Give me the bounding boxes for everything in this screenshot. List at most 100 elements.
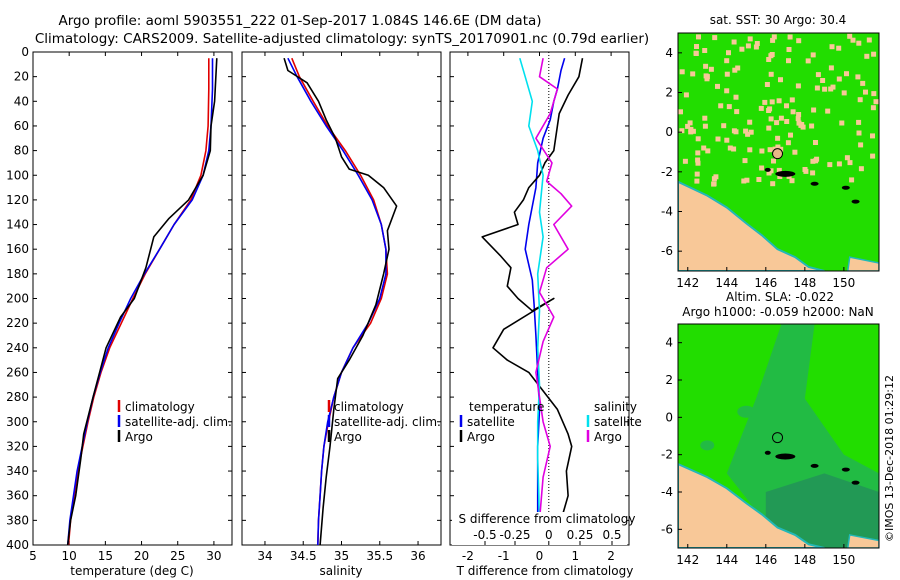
x-tick-label: 0 — [536, 549, 544, 563]
missing-data-cell — [849, 177, 855, 183]
missing-data-cell — [820, 78, 826, 83]
missing-data-cell — [864, 53, 870, 59]
depth-tick-label: 0 — [21, 45, 29, 59]
salinity-x-axis: 34 34.5 35 35.5 36 — [257, 52, 426, 563]
island — [810, 181, 819, 186]
missing-data-cell — [774, 120, 780, 126]
missing-data-cell — [694, 44, 699, 49]
missing-data-cell — [726, 50, 731, 56]
missing-data-cell — [679, 69, 685, 75]
missing-data-cell — [768, 116, 774, 122]
series-line-s-argo — [535, 58, 573, 545]
missing-data-cell — [727, 145, 733, 151]
depth-tick-label: 60 — [14, 119, 29, 133]
x-tick-label: 34 — [257, 549, 272, 563]
x-tick-label: 5 — [29, 549, 37, 563]
missing-data-cell — [814, 85, 820, 91]
legend-climatology-label: climatology — [334, 400, 404, 414]
missing-data-cell — [841, 90, 847, 96]
missing-data-cell — [814, 156, 820, 162]
temperature-x-axis: 5 10 15 20 25 30 — [29, 52, 222, 563]
missing-data-cell — [732, 67, 738, 73]
missing-data-cell — [758, 105, 764, 111]
difference-xlabel: T difference from climatology — [456, 564, 634, 578]
missing-data-cell — [747, 119, 753, 125]
missing-data-cell — [790, 109, 796, 115]
missing-data-cell — [844, 155, 850, 161]
missing-data-cell — [724, 88, 730, 94]
missing-data-cell — [712, 35, 718, 41]
s-difference-ticks: -0.5 -0.25 0 0.25 0.5 — [473, 528, 622, 545]
missing-data-cell — [711, 181, 717, 187]
map-x-label: 146 — [754, 276, 777, 290]
series-line-argo — [66, 58, 218, 545]
island — [764, 167, 771, 172]
missing-data-cell — [839, 120, 845, 126]
sst-map-frame — [677, 32, 880, 272]
map-y-label: -2 — [661, 448, 673, 462]
missing-data-cell — [796, 112, 802, 117]
x-tick-label: 20 — [134, 549, 149, 563]
map-y-label: 2 — [665, 86, 673, 100]
land-new-guinea — [678, 180, 825, 271]
missing-data-cell — [762, 99, 768, 105]
map-x-label: 142 — [676, 276, 699, 290]
land-new-britain — [847, 256, 879, 271]
sst-map-title: sat. SST: 30 Argo: 30.4 — [710, 13, 847, 27]
copyright-stamp: ©IMOS 13-Dec-2018 01:29:12 — [883, 375, 896, 542]
missing-data-cell — [828, 65, 834, 71]
sla-anomaly-region — [737, 405, 756, 418]
map-y-label: 4 — [665, 46, 673, 60]
map-y-label: 0 — [665, 410, 673, 424]
missing-data-cell — [711, 176, 717, 182]
sla-anomaly-region — [700, 440, 715, 451]
difference-legend: temperature satellite Argo salinity sate… — [459, 400, 642, 444]
missing-data-cell — [702, 123, 708, 129]
missing-data-cell — [715, 136, 721, 142]
missing-data-cell — [688, 129, 694, 135]
missing-data-cell — [810, 170, 816, 176]
missing-data-cell — [766, 108, 772, 113]
missing-data-cell — [731, 39, 737, 45]
missing-data-cell — [809, 123, 815, 129]
salinity-depth-ticks — [242, 51, 441, 546]
argo-location-marker — [772, 432, 784, 444]
x-tick-label: -1 — [498, 549, 510, 563]
s-tick-label: 0 — [545, 528, 553, 542]
missing-data-cell — [718, 103, 724, 109]
map-y-label: 0 — [665, 125, 673, 139]
missing-data-cell — [871, 51, 877, 57]
missing-data-cell — [769, 99, 775, 105]
missing-data-cell — [693, 50, 699, 56]
temperature-legend: climatology satellite-adj. clim. Argo — [117, 400, 232, 444]
missing-data-cell — [856, 119, 862, 125]
missing-data-cell — [754, 41, 760, 46]
missing-data-cell — [810, 52, 816, 58]
series-line-t-argo — [481, 58, 584, 545]
missing-data-cell — [787, 34, 793, 40]
island — [851, 480, 860, 485]
x-tick-label: -2 — [462, 549, 474, 563]
missing-data-cell — [695, 150, 701, 156]
missing-data-cell — [805, 58, 811, 64]
missing-data-cell — [870, 153, 876, 159]
legend-satellite-label: satellite-adj. clim. — [334, 415, 441, 429]
missing-data-cell — [858, 142, 864, 148]
missing-data-cell — [786, 58, 791, 64]
missing-data-cell — [753, 44, 759, 50]
missing-data-cell — [679, 128, 685, 134]
missing-data-cell — [836, 76, 842, 82]
missing-data-cell — [733, 94, 739, 100]
missing-data-cell — [764, 82, 770, 87]
salinity-panel: 34 34.5 35 35.5 36 climatology satellite-adj… — [241, 51, 442, 578]
missing-data-cell — [690, 71, 696, 77]
missing-data-cell — [683, 92, 689, 98]
depth-tick-label: 40 — [14, 94, 29, 108]
missing-data-cell — [822, 86, 828, 92]
legend-satellite-label: satellite-adj. clim. — [125, 415, 232, 429]
missing-data-cell — [825, 108, 831, 114]
missing-data-cell — [786, 47, 792, 52]
temperature-panel: 0 20 40 60 80 100 120 140 160 180 200 220 240 260 280 3… — [6, 45, 233, 578]
sst-map-panel: sat. SST: 30 Argo: 30.4 142 144 146 148 150 4… — [661, 13, 880, 290]
legend-salinity-title: salinity — [594, 400, 637, 414]
